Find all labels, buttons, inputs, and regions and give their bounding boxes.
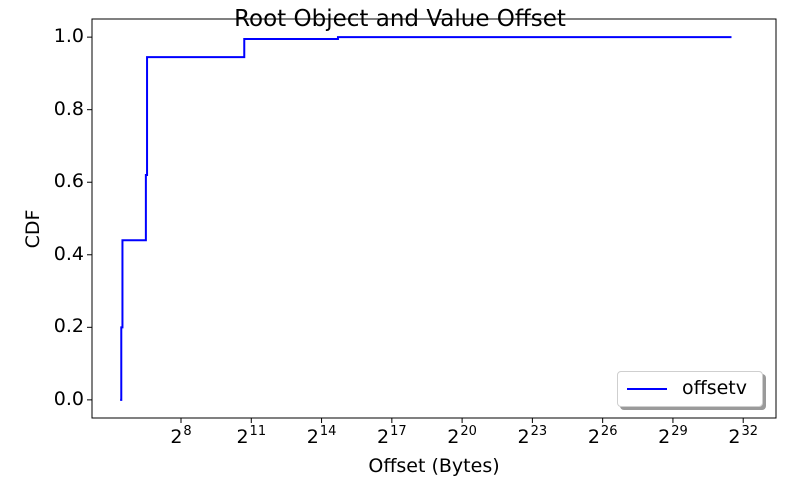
x-tick-label: 211 [236,424,267,448]
y-tick-label: 1.0 [53,25,84,48]
x-tick-exponent: 17 [390,424,407,439]
x-tick-base: 2 [377,426,390,448]
x-tick-base: 2 [728,426,741,448]
x-tick-label: 229 [658,424,688,448]
x-tick-base: 2 [517,426,530,448]
x-tick-label: 232 [728,424,759,448]
x-tick-exponent: 26 [600,424,618,439]
x-tick-exponent: 20 [460,424,477,439]
x-tick-base: 2 [236,426,249,448]
legend: offsetv [617,371,763,407]
x-axis-label: Offset (Bytes) [368,455,500,477]
x-tick-base: 2 [170,426,183,448]
y-tick-label: 0.6 [53,170,84,193]
x-tick-base: 2 [587,426,600,448]
x-tick-label: 223 [517,424,548,448]
legend-swatch-offsetv [627,388,667,390]
plot-area-frame [91,18,777,419]
y-tick-label: 0.0 [53,387,84,410]
x-tick-label: 28 [170,424,192,448]
legend-label-offsetv: offsetv [682,377,747,399]
x-tick-exponent: 32 [741,424,759,439]
y-tick-label: 0.8 [53,97,84,120]
y-tick-label: 0.2 [53,315,84,338]
x-tick-exponent: 14 [319,424,337,439]
x-tick-base: 2 [447,426,460,448]
chart-title: Root Object and Value Offset [234,6,566,32]
x-tick-label: 220 [447,424,477,448]
y-tick-label: 0.4 [53,242,84,265]
x-tick-exponent: 8 [183,424,192,439]
series-line-offsetv [120,36,732,401]
x-tick-exponent: 29 [671,424,688,439]
x-tick-base: 2 [306,426,319,448]
x-tick-label: 217 [377,424,407,448]
x-tick-label: 214 [306,424,337,448]
x-tick-label: 226 [587,424,618,448]
x-tick-exponent: 23 [530,424,548,439]
x-tick-exponent: 11 [249,424,267,439]
x-tick-base: 2 [658,426,671,448]
